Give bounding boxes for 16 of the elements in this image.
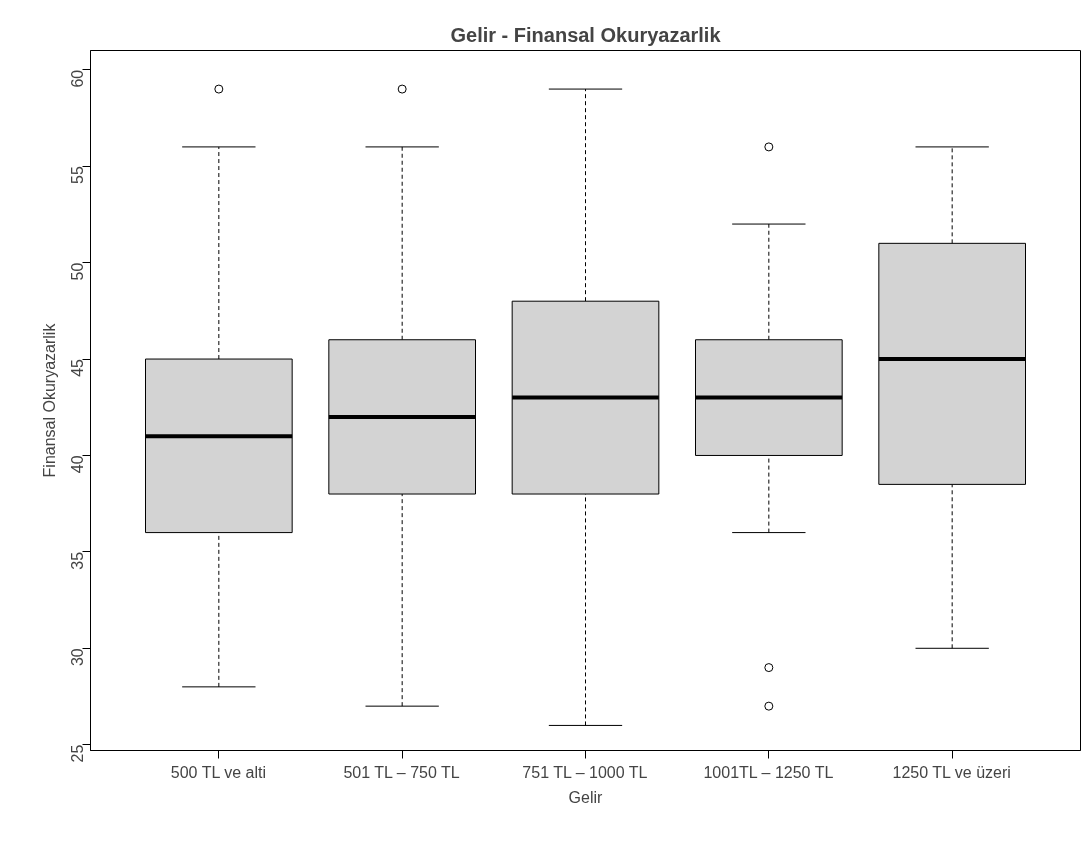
y-axis-title: Finansal Okuryazarlik bbox=[40, 322, 58, 478]
x-tick-label: 751 TL – 1000 TL bbox=[522, 763, 648, 781]
y-tick-label: 25 bbox=[69, 744, 87, 763]
y-tick-label: 60 bbox=[69, 69, 87, 88]
y-tick-label: 30 bbox=[69, 648, 87, 667]
chart-title: Gelir - Finansal Okuryazarlik bbox=[450, 23, 722, 46]
x-axis-title: Gelir bbox=[568, 788, 604, 806]
x-tick-label: 500 TL ve alti bbox=[170, 763, 266, 781]
y-tick-label: 40 bbox=[69, 455, 87, 474]
x-tick-label: 1001TL – 1250 TL bbox=[703, 763, 834, 781]
y-tick-label: 50 bbox=[69, 262, 87, 281]
y-tick-label: 35 bbox=[69, 551, 87, 570]
x-tick-label: 501 TL – 750 TL bbox=[343, 763, 460, 781]
x-tick-label: 1250 TL ve üzeri bbox=[892, 763, 1011, 781]
y-tick-label: 55 bbox=[69, 166, 87, 184]
y-tick-label: 45 bbox=[69, 358, 87, 377]
